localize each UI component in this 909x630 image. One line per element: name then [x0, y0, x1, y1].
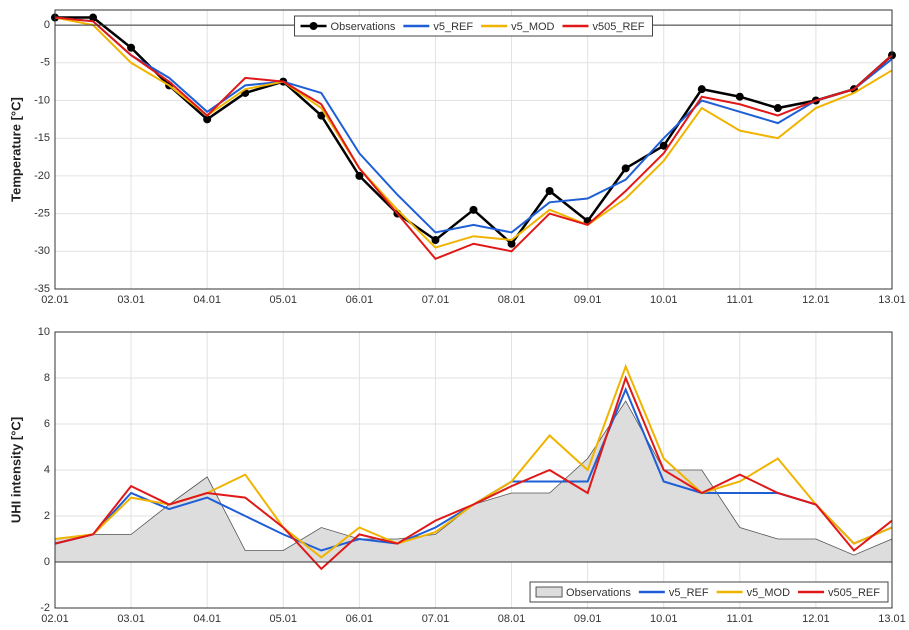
- marker: [431, 235, 440, 244]
- x-tick-label: 12.01: [802, 294, 830, 306]
- legend: Observations v5_REF v5_MOD v505_REF: [294, 15, 653, 37]
- legend-swatch: [535, 586, 563, 598]
- legend-marker: [309, 22, 318, 30]
- legend-label: v505_REF: [828, 587, 880, 599]
- marker: [621, 164, 630, 173]
- x-tick-label: 03.01: [117, 613, 145, 625]
- x-tick-label: 08.01: [498, 294, 526, 306]
- x-tick-label: 09.01: [574, 613, 602, 625]
- axes-frame: [54, 9, 893, 290]
- x-tick-label: 06.01: [346, 613, 374, 625]
- legend-label: v5_MOD: [511, 21, 554, 33]
- legend-box: [294, 15, 653, 37]
- marker: [545, 186, 554, 195]
- x-tick-label: 05.01: [270, 613, 298, 625]
- y-tick-label: -15: [34, 132, 50, 144]
- legend-label: Observations: [331, 21, 396, 33]
- x-tick-label: 02.01: [41, 294, 69, 306]
- y-tick-label: -30: [34, 245, 50, 257]
- marker: [89, 13, 98, 22]
- legend-label: v5_REF: [433, 21, 473, 33]
- y-tick-label: -25: [34, 208, 50, 220]
- x-tick-label: 07.01: [422, 294, 450, 306]
- marker: [773, 104, 782, 113]
- legend-label: Observations: [566, 587, 631, 599]
- x-tick-label: 07.01: [422, 613, 450, 625]
- x-tick-label: 10.01: [650, 613, 678, 625]
- y-tick-label: 4: [44, 464, 50, 476]
- x-tick-label: 13.01: [878, 294, 906, 306]
- plot: -2 0 2 4 6 8 10 02.01 03.01 04.01 05.01 06.01 07.01 0…: [8, 326, 905, 625]
- x-tick-label: 04.01: [193, 613, 221, 625]
- marker: [697, 85, 706, 94]
- y-tick-label: -20: [34, 170, 50, 182]
- x-tick-label: 06.01: [346, 294, 374, 306]
- marker: [507, 239, 516, 248]
- line: [54, 375, 893, 571]
- x-tick-label: 10.01: [650, 294, 678, 306]
- y-tick-label: 0: [44, 19, 50, 31]
- plot-area: [55, 10, 892, 289]
- x-tick-label: 02.01: [41, 613, 69, 625]
- marker: [203, 115, 212, 124]
- x-tick-label: 12.01: [802, 613, 830, 625]
- legend: Observations v5_REF v5_MOD v505_REF: [529, 581, 889, 603]
- y-tick-label: 8: [44, 372, 50, 384]
- y-tick-label: -10: [34, 94, 50, 106]
- legend-label: v5_REF: [669, 587, 709, 599]
- x-tick-label: 11.01: [726, 613, 753, 625]
- y-tick-label: -5: [40, 57, 50, 69]
- y-tick-label: -35: [34, 283, 50, 295]
- plot: -35 -30 -25 -20 -15 -10 -5 0 02.01 03.01 04.01 05.0…: [8, 9, 906, 306]
- y-tick-label: 0: [44, 556, 50, 568]
- marker: [127, 43, 136, 52]
- x-tick-label: 11.01: [726, 294, 753, 306]
- axes-frame: [54, 331, 893, 609]
- x-tick-label: 09.01: [574, 294, 602, 306]
- y-axis-label: Temperature [°C]: [8, 97, 23, 202]
- x-tick-label: 13.01: [878, 613, 906, 625]
- y-tick-label: -2: [40, 602, 50, 614]
- marker: [735, 92, 744, 101]
- x-tick-label: 03.01: [117, 294, 145, 306]
- legend-box: [529, 581, 889, 603]
- line: [54, 16, 893, 261]
- legend-label: v505_REF: [592, 21, 644, 33]
- marker: [469, 205, 478, 214]
- y-tick-label: 10: [38, 326, 50, 338]
- x-tick-label: 04.01: [193, 294, 221, 306]
- y-axis-label: UHI intensity [°C]: [8, 417, 23, 523]
- marker: [317, 111, 326, 120]
- x-tick-label: 05.01: [270, 294, 298, 306]
- line: [54, 16, 893, 234]
- y-tick-label: 2: [44, 510, 50, 522]
- legend-label: v5_MOD: [747, 587, 790, 599]
- marker: [355, 171, 364, 180]
- marker: [659, 141, 668, 150]
- x-tick-label: 08.01: [498, 613, 526, 625]
- y-tick-label: 6: [44, 418, 50, 430]
